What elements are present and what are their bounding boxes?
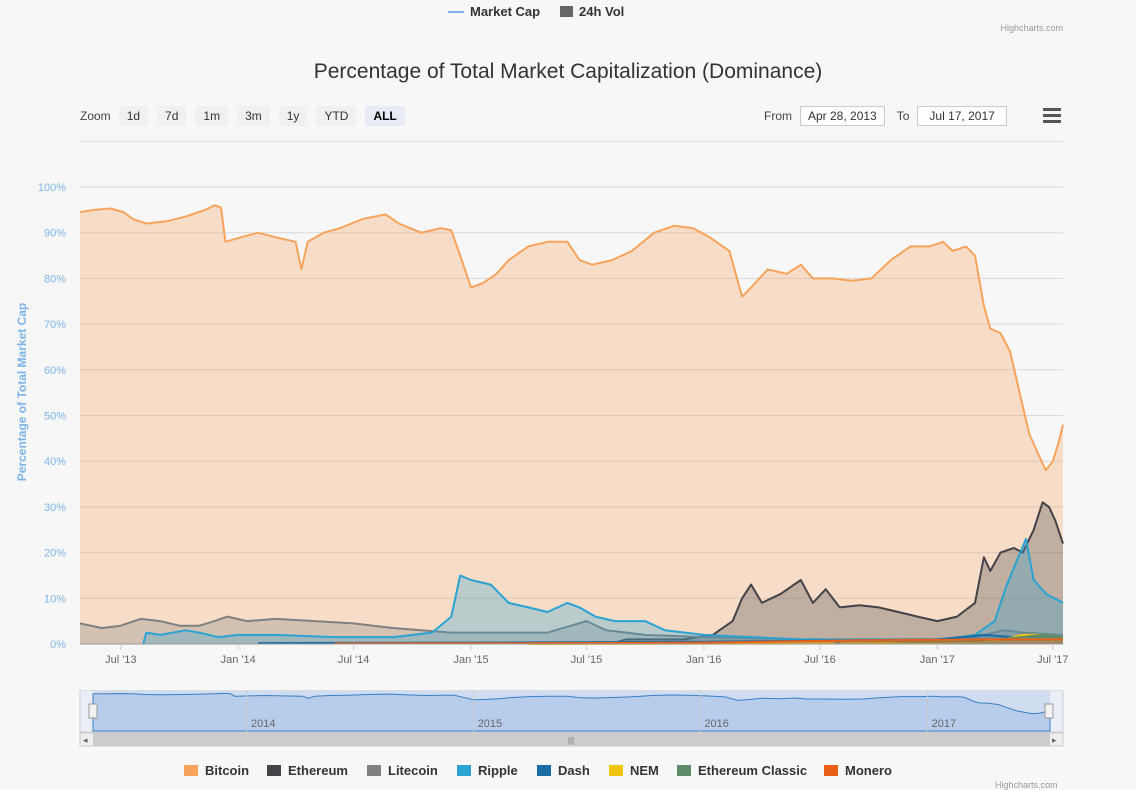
y-tick-label: 100% [38, 182, 66, 194]
legend-24h-vol[interactable]: 24h Vol [560, 4, 624, 19]
legend-label: Ethereum Classic [698, 763, 808, 778]
zoom-1d-button[interactable]: 1d [118, 106, 149, 126]
legend-market-cap-label: Market Cap [470, 4, 541, 19]
y-tick-label: 60% [44, 365, 66, 377]
litecoin-swatch-icon [367, 765, 381, 776]
scroll-left-icon[interactable]: ◂ [83, 735, 88, 745]
navigator[interactable]: 2014 2015 2016 2017 ◂ ▸ ||| [0, 690, 1136, 750]
zoom-toolbar: Zoom 1d 7d 1m 3m 1y YTD ALL [80, 106, 414, 126]
credits-link[interactable]: Highcharts.com [1000, 23, 1063, 33]
ripple-area [143, 538, 1063, 644]
navigator-year-label: 2017 [932, 718, 956, 730]
legend-item-ripple[interactable]: Ripple [457, 763, 518, 778]
zoom-1y-button[interactable]: 1y [278, 106, 308, 126]
y-tick-label: 90% [44, 228, 66, 240]
monero-line[interactable] [334, 638, 1064, 645]
zoom-7d-button[interactable]: 7d [157, 106, 187, 126]
dominance-chart: 0% 10% 20% 30% 40% 50% 60% 70% 80% 90% 100% Jul '1… [15, 182, 1069, 666]
legend-item-litecoin[interactable]: Litecoin [367, 763, 438, 778]
ripple-swatch-icon [457, 765, 471, 776]
nem-swatch-icon [609, 765, 623, 776]
to-date-input[interactable]: Jul 17, 2017 [917, 106, 1007, 126]
x-tick-label: Jan '16 [686, 654, 721, 666]
legend-item-ethereum[interactable]: Ethereum [267, 763, 348, 778]
series-legend: Bitcoin Ethereum Litecoin Ripple Dash NE… [0, 760, 1136, 780]
from-label: From [764, 109, 792, 123]
dash-area [258, 634, 1063, 644]
hamburger-menu-icon[interactable] [1043, 108, 1061, 124]
x-tick-label: Jul '14 [338, 654, 369, 666]
navigator-labels: 2014 2015 2016 2017 [246, 690, 956, 732]
from-date-input[interactable]: Apr 28, 2013 [800, 106, 885, 126]
dash-swatch-icon [537, 765, 551, 776]
zoom-ytd-button[interactable]: YTD [316, 106, 357, 126]
navigator-left-handle[interactable] [88, 703, 98, 719]
legend-item-nem[interactable]: NEM [609, 763, 659, 778]
legend-item-bitcoin[interactable]: Bitcoin [184, 763, 249, 778]
ethereum-line[interactable] [609, 501, 1064, 645]
divider [80, 141, 1063, 142]
y-axis-label: Percentage of Total Market Cap [15, 303, 29, 482]
legend-label: NEM [630, 763, 659, 778]
y-tick-label: 0% [50, 639, 66, 651]
legend-24h-vol-label: 24h Vol [579, 4, 625, 19]
x-tick-label: Jul '13 [105, 654, 136, 666]
y-tick-label: 40% [44, 456, 66, 468]
credits-bottom: Highcharts.com [995, 780, 1058, 790]
legend-label: Litecoin [388, 763, 438, 778]
y-tick-label: 80% [44, 273, 66, 285]
series-areas [79, 204, 1064, 645]
nem-area [528, 634, 1063, 644]
y-tick-label: 20% [44, 548, 66, 560]
navigator-year-label: 2014 [251, 718, 275, 730]
legend-label: Monero [845, 763, 892, 778]
scroll-right-icon[interactable]: ▸ [1052, 735, 1057, 745]
legend-item-dash[interactable]: Dash [537, 763, 590, 778]
navigator-series [92, 692, 1051, 732]
legend-item-monero[interactable]: Monero [824, 763, 892, 778]
y-tick-label: 30% [44, 502, 66, 514]
zoom-label: Zoom [80, 109, 111, 123]
bitcoin-swatch-icon [184, 765, 198, 776]
legend-label: Ripple [478, 763, 518, 778]
y-tick-label: 10% [44, 593, 66, 605]
legend-label: Ethereum [288, 763, 348, 778]
navigator-year-label: 2016 [704, 718, 728, 730]
x-tick-label: Jan '14 [221, 654, 256, 666]
y-tick-label: 50% [44, 411, 66, 423]
bitcoin-line[interactable] [79, 204, 1064, 472]
line-swatch-icon [448, 10, 464, 13]
bitcoin-area [80, 205, 1063, 645]
top-legend: Market Cap 24h Vol [0, 2, 1136, 22]
legend-item-ethereum-classic[interactable]: Ethereum Classic [677, 763, 807, 778]
y-tick-label: 70% [44, 319, 66, 331]
zoom-3m-button[interactable]: 3m [237, 106, 270, 126]
x-tick-label: Jan '17 [920, 654, 955, 666]
box-swatch-icon [560, 6, 573, 17]
monero-swatch-icon [824, 765, 838, 776]
x-tick-label: Jul '16 [804, 654, 835, 666]
legend-label: Dash [558, 763, 590, 778]
ripple-line[interactable] [142, 537, 1064, 645]
zoom-all-button[interactable]: ALL [365, 106, 405, 126]
navigator-year-label: 2015 [478, 718, 502, 730]
ethereum-classic-swatch-icon [677, 765, 691, 776]
ethereum-swatch-icon [267, 765, 281, 776]
date-range: From Apr 28, 2013 To Jul 17, 2017 [764, 106, 1007, 126]
x-tick-label: Jul '15 [571, 654, 602, 666]
zoom-1m-button[interactable]: 1m [195, 106, 229, 126]
legend-label: Bitcoin [205, 763, 250, 778]
ethereum-area [610, 502, 1063, 644]
to-label: To [896, 109, 910, 123]
y-axis-ticks: 0% 10% 20% 30% 40% 50% 60% 70% 80% 90% 100% [38, 182, 66, 651]
x-axis-ticks: Jul '13 Jan '14 Jul '14 Jan '15 Jul '15 Jan '… [80, 643, 1069, 666]
x-tick-label: Jan '15 [453, 654, 488, 666]
legend-market-cap[interactable]: Market Cap [448, 4, 540, 19]
x-tick-label: Jul '17 [1037, 654, 1068, 666]
scrollbar-grip-icon[interactable]: ||| [568, 736, 574, 745]
chart-title: Percentage of Total Market Capitalizatio… [313, 60, 823, 83]
scrollbar-thumb[interactable] [93, 733, 1050, 746]
navigator-right-handle[interactable] [1044, 703, 1054, 719]
